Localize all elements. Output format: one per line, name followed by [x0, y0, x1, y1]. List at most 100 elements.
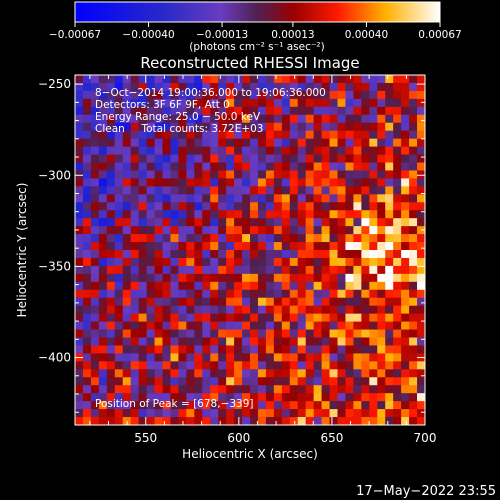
- heatmap-cell: [297, 313, 307, 323]
- heatmap-cell: [210, 417, 219, 425]
- heatmap-cell: [218, 130, 227, 140]
- heatmap-cell: [114, 242, 124, 251]
- heatmap-cell: [273, 321, 283, 331]
- heatmap-cell: [401, 265, 410, 275]
- heatmap-cell: [210, 321, 219, 331]
- heatmap-cell: [257, 146, 267, 156]
- heatmap-cell: [321, 146, 331, 156]
- heatmap-cell: [257, 250, 267, 259]
- heatmap-cell: [114, 178, 124, 187]
- heatmap-cell: [122, 130, 132, 140]
- heatmap-cell: [226, 218, 235, 227]
- heatmap-cell: [234, 194, 243, 203]
- heatmap-cell: [122, 98, 132, 108]
- heatmap-cell: [154, 281, 163, 291]
- heatmap-cell: [194, 98, 203, 108]
- heatmap-cell: [122, 138, 132, 148]
- heatmap-cell: [393, 90, 402, 100]
- heatmap-cell: [186, 242, 195, 251]
- heatmap-cell: [401, 297, 410, 307]
- heatmap-cell: [146, 114, 156, 124]
- heatmap-cell: [106, 82, 116, 92]
- heatmap-cell: [210, 385, 219, 394]
- heatmap-cell: [393, 170, 402, 179]
- heatmap-cell: [194, 146, 203, 156]
- heatmap-cell: [154, 361, 163, 370]
- heatmap-cell: [194, 122, 203, 132]
- heatmap-cell: [194, 289, 203, 299]
- heatmap-cell: [313, 321, 323, 331]
- heatmap-cell: [242, 75, 251, 84]
- heatmap-cell: [337, 289, 346, 299]
- heatmap-cell: [321, 170, 331, 179]
- heatmap-cell: [98, 146, 108, 156]
- heatmap-cell: [281, 313, 291, 323]
- heatmap-cell: [257, 242, 267, 251]
- heatmap-cell: [226, 98, 235, 108]
- heatmap-cell: [130, 250, 140, 259]
- heatmap-cell: [281, 82, 291, 92]
- heatmap-cell: [337, 194, 346, 203]
- heatmap-cell: [385, 417, 394, 425]
- heatmap-cell: [369, 305, 378, 315]
- heatmap-cell: [401, 194, 410, 203]
- heatmap-cell: [82, 154, 92, 163]
- heatmap-cell: [98, 409, 108, 418]
- heatmap-cell: [154, 114, 163, 124]
- heatmap-cell: [162, 393, 171, 402]
- heatmap-cell: [369, 178, 378, 187]
- heatmap-cell: [82, 242, 92, 251]
- heatmap-cell: [114, 337, 124, 346]
- heatmap-cell: [178, 393, 187, 402]
- heatmap-cell: [257, 369, 267, 378]
- heatmap-cell: [130, 122, 140, 132]
- heatmap-cell: [361, 409, 370, 418]
- colorbar-tick-label: −0.00040: [122, 29, 174, 41]
- heatmap-cell: [75, 417, 84, 425]
- heatmap-cell: [138, 409, 148, 418]
- heatmap-cell: [257, 409, 267, 418]
- heatmap-cell: [361, 162, 370, 171]
- heatmap-cell: [329, 210, 338, 219]
- heatmap-cell: [385, 242, 394, 251]
- heatmap-cell: [385, 265, 394, 275]
- heatmap-cell: [265, 210, 275, 219]
- heatmap-cell: [210, 297, 219, 307]
- heatmap-cell: [297, 401, 307, 410]
- heatmap-cell: [257, 186, 267, 195]
- heatmap-cell: [369, 313, 378, 323]
- heatmap-cell: [90, 146, 100, 156]
- heatmap-cell: [401, 202, 410, 211]
- heatmap-cell: [329, 257, 338, 267]
- heatmap-cell: [90, 218, 100, 227]
- heatmap-cell: [154, 329, 163, 338]
- heatmap-cell: [242, 154, 251, 163]
- heatmap-cell: [154, 321, 163, 331]
- heatmap-cell: [154, 226, 163, 235]
- heatmap-cell: [289, 305, 299, 315]
- heatmap-cell: [377, 162, 386, 171]
- heatmap-cell: [337, 305, 346, 315]
- heatmap-cell: [122, 210, 132, 219]
- heatmap-cell: [361, 273, 370, 283]
- heatmap-cell: [226, 210, 235, 219]
- heatmap-cell: [90, 226, 100, 235]
- heatmap-cell: [321, 265, 331, 275]
- heatmap-cell: [146, 178, 156, 187]
- heatmap-cell: [337, 369, 346, 378]
- heatmap-cell: [146, 305, 156, 315]
- heatmap-cell: [281, 393, 291, 402]
- heatmap-cell: [82, 186, 92, 195]
- heatmap-cell: [202, 90, 211, 100]
- heatmap-cell: [257, 194, 267, 203]
- heatmap-cell: [313, 218, 323, 227]
- heatmap-cell: [417, 313, 425, 323]
- heatmap-cell: [218, 393, 227, 402]
- heatmap-cell: [114, 361, 124, 370]
- heatmap-cell: [361, 90, 370, 100]
- heatmap-cell: [170, 273, 179, 283]
- heatmap-cell: [130, 401, 140, 410]
- heatmap-cell: [353, 361, 362, 370]
- heatmap-cell: [369, 337, 378, 346]
- heatmap-cell: [186, 273, 195, 283]
